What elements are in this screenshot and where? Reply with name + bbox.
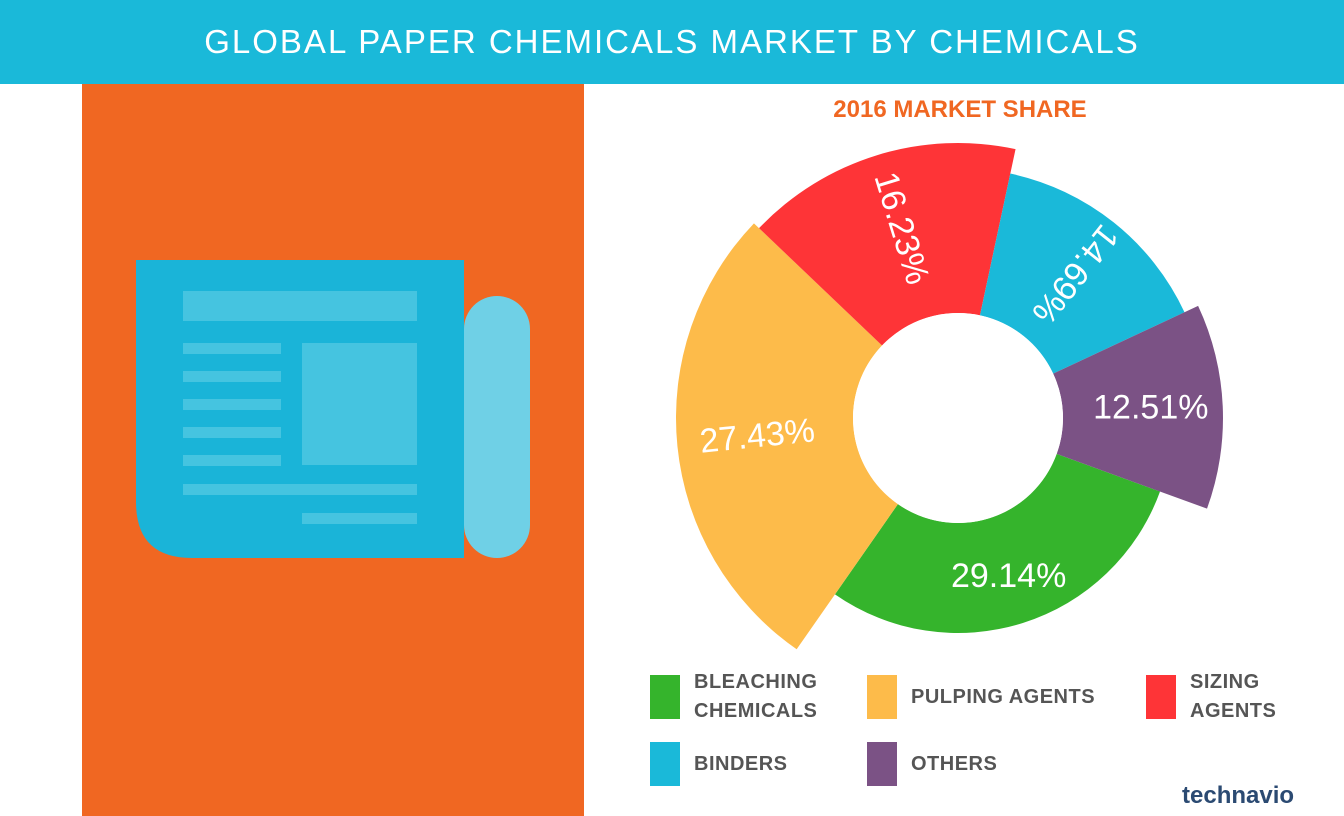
value-label: 12.51% <box>1093 389 1208 427</box>
legend-label: BINDERS <box>694 752 788 775</box>
legend-swatch <box>867 675 897 719</box>
legend-item: BLEACHING CHEMICALS <box>650 668 834 726</box>
donut-segment <box>834 453 1161 633</box>
legend-label: OTHERS <box>911 752 998 775</box>
value-label: 29.14% <box>951 557 1066 595</box>
legend-label: BLEACHING CHEMICALS <box>694 671 818 722</box>
donut-hole <box>853 313 1063 523</box>
newspaper-icon <box>136 260 530 558</box>
legend-swatch <box>650 742 680 786</box>
logo: technavio <box>1182 782 1295 809</box>
legend-item: SIZING AGENTS <box>1146 668 1290 726</box>
donut-segment <box>1053 305 1223 509</box>
donut-segment <box>759 143 1016 346</box>
title: GLOBAL PAPER CHEMICALS MARKET BY CHEMICA… <box>0 0 1344 84</box>
legend-label: SIZING AGENTS <box>1190 671 1277 722</box>
donut-segment <box>676 223 898 650</box>
legend-item: OTHERS <box>867 742 1051 786</box>
legend-item: BINDERS <box>650 742 834 786</box>
legend-swatch <box>867 742 897 786</box>
illustration-panel <box>82 84 584 816</box>
legend-swatch <box>1146 675 1176 719</box>
legend-swatch <box>650 675 680 719</box>
donut-segment <box>979 173 1185 374</box>
subtitle: 2016 MARKET SHARE <box>833 96 1087 123</box>
legend-label: PULPING AGENTS <box>911 685 1096 708</box>
legend-item: PULPING AGENTS <box>867 675 1111 719</box>
